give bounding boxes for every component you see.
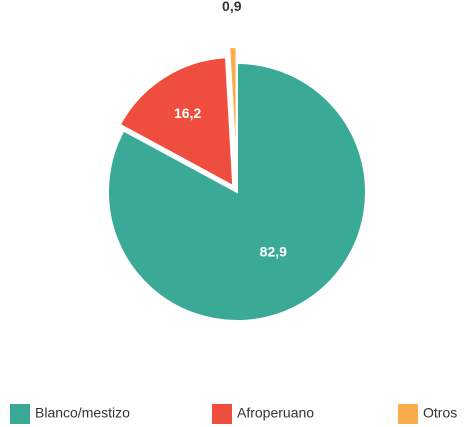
data-label: 0,9	[222, 0, 242, 14]
data-label: 16,2	[174, 105, 201, 121]
legend-label: Blanco/mestizo	[35, 405, 130, 421]
pie-slice	[228, 46, 238, 177]
data-label: 82,9	[260, 244, 287, 260]
legend-label: Afroperuano	[237, 405, 314, 421]
pie-slice	[118, 56, 235, 188]
legend-label: Otros	[423, 405, 457, 421]
legend-swatch	[10, 404, 30, 424]
legend-swatch	[212, 404, 232, 424]
pie-slice	[107, 61, 367, 322]
legend-swatch	[398, 404, 418, 424]
